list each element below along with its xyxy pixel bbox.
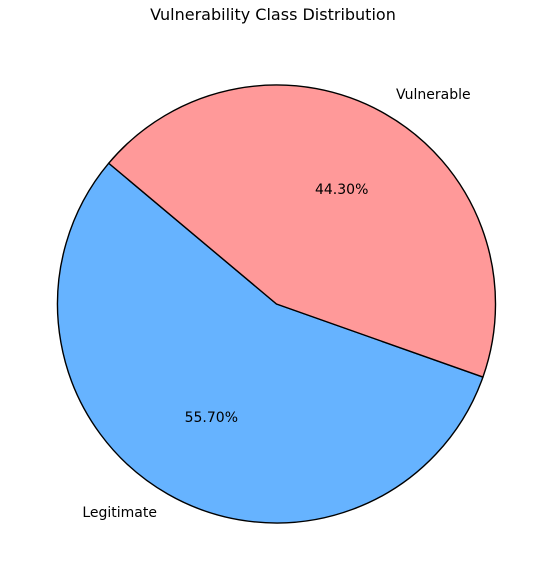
pie-slice-vulnerable bbox=[108, 84, 497, 378]
pie-category-label-legitimate: Legitimate bbox=[82, 505, 157, 521]
chart-title: Vulnerability Class Distribution bbox=[150, 5, 396, 24]
pie-percent-label-legitimate: 55.70% bbox=[185, 410, 238, 426]
pie-slice-legitimate bbox=[56, 162, 484, 524]
pie-category-label-vulnerable: Vulnerable bbox=[396, 87, 471, 103]
pie-percent-label-vulnerable: 44.30% bbox=[315, 182, 368, 198]
